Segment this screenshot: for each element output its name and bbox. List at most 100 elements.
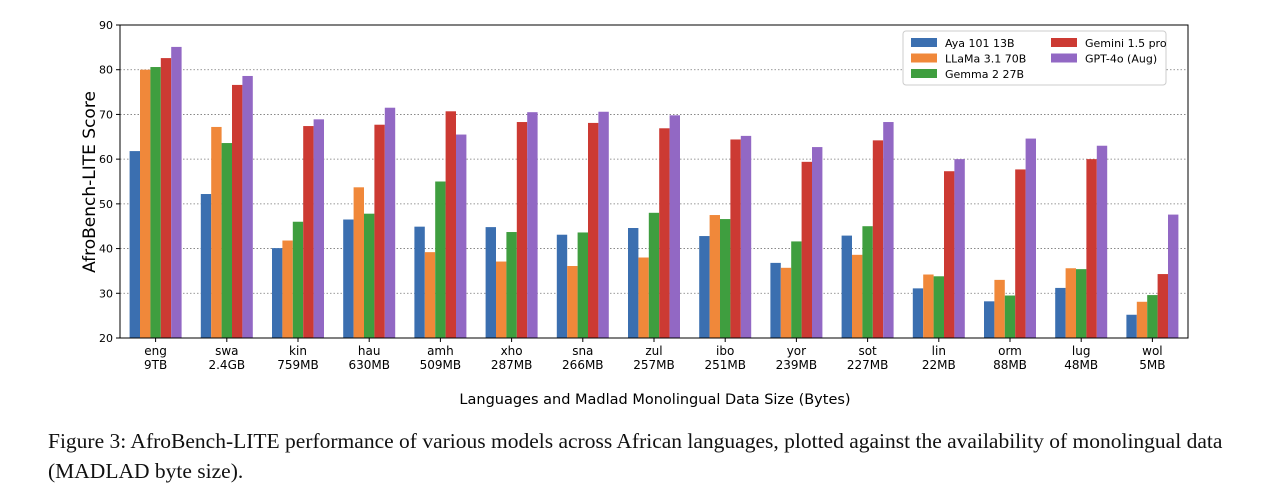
bar-sot-series-4 bbox=[883, 122, 894, 338]
x-tick-label-language: swa bbox=[215, 344, 238, 358]
bar-zul-series-2 bbox=[648, 212, 660, 338]
legend-label-1: LLaMa 3.1 70B bbox=[945, 53, 1026, 66]
bar-swa-series-0 bbox=[200, 194, 212, 338]
bar-xho-series-4 bbox=[527, 112, 538, 338]
bar-xho-series-0 bbox=[485, 227, 496, 338]
x-tick-label-language: orm bbox=[998, 344, 1022, 358]
legend-swatch-1 bbox=[911, 53, 937, 63]
x-tick-label-language: zul bbox=[645, 344, 662, 358]
x-tick-label-language: yor bbox=[787, 344, 806, 358]
x-tick-label-language: hau bbox=[358, 344, 381, 358]
bar-ibo-series-1 bbox=[709, 215, 720, 338]
bar-sot-series-0 bbox=[841, 235, 852, 338]
x-axis-label: Languages and Madlad Monolingual Data Si… bbox=[459, 392, 850, 408]
bar-sna-series-3 bbox=[588, 122, 599, 338]
bar-eng-series-1 bbox=[140, 69, 151, 339]
bar-yor-series-3 bbox=[801, 161, 812, 338]
bar-zul-series-3 bbox=[659, 128, 670, 338]
bars bbox=[129, 46, 1179, 339]
bar-wol-series-0 bbox=[1126, 314, 1137, 338]
bar-xho-series-1 bbox=[496, 261, 507, 338]
bar-lug-series-1 bbox=[1065, 268, 1076, 338]
y-tick-label: 40 bbox=[99, 243, 113, 256]
x-tick-label-language: ibo bbox=[716, 344, 734, 358]
bar-hau-series-1 bbox=[353, 187, 364, 338]
y-tick-label: 80 bbox=[99, 64, 113, 77]
legend-swatch-2 bbox=[911, 69, 937, 78]
x-tick-label-size: 287MB bbox=[491, 358, 533, 372]
y-tick-label: 60 bbox=[99, 153, 113, 166]
bar-lug-series-0 bbox=[1055, 287, 1066, 338]
bar-amh-series-3 bbox=[445, 111, 456, 338]
x-tick-label-size: 48MB bbox=[1064, 358, 1098, 372]
bar-orm-series-4 bbox=[1025, 138, 1036, 338]
y-tick-label: 90 bbox=[99, 19, 113, 32]
legend-label-4: GPT-4o (Aug) bbox=[1085, 53, 1157, 66]
y-tick-label: 50 bbox=[99, 198, 113, 211]
x-tick-label-language: xho bbox=[501, 344, 523, 358]
x-tick-label-size: 759MB bbox=[277, 358, 319, 372]
bar-swa-series-2 bbox=[221, 143, 232, 338]
bar-kin-series-2 bbox=[292, 221, 304, 338]
x-tick-label-language: lin bbox=[932, 344, 946, 358]
x-tick-label-size: 239MB bbox=[776, 358, 818, 372]
bar-eng-series-3 bbox=[160, 58, 172, 339]
x-tick-label-language: eng bbox=[144, 344, 167, 358]
bar-xho-series-3 bbox=[516, 122, 528, 338]
x-tick-label-language: lug bbox=[1072, 344, 1091, 358]
y-tick-label: 20 bbox=[99, 332, 113, 345]
bar-swa-series-4 bbox=[242, 75, 253, 338]
bar-lin-series-1 bbox=[923, 274, 934, 338]
x-tick-label-size: 266MB bbox=[562, 358, 604, 372]
y-axis: 20 30 40 50 60 70 80 90 bbox=[99, 19, 120, 345]
bar-ibo-series-3 bbox=[730, 139, 741, 338]
x-tick-label-size: 5MB bbox=[1139, 358, 1165, 372]
bar-sna-series-4 bbox=[598, 111, 609, 338]
legend-swatch-3 bbox=[1051, 38, 1077, 47]
bar-sna-series-2 bbox=[577, 232, 588, 338]
bar-orm-series-2 bbox=[1004, 295, 1016, 338]
bar-zul-series-1 bbox=[638, 257, 649, 338]
x-tick-label-language: sna bbox=[572, 344, 593, 358]
x-tick-label-size: 251MB bbox=[704, 358, 746, 372]
bar-sot-series-1 bbox=[852, 254, 863, 338]
bar-kin-series-0 bbox=[272, 248, 283, 338]
bar-amh-series-4 bbox=[456, 134, 467, 338]
legend-label-2: Gemma 2 27B bbox=[945, 68, 1024, 81]
bar-eng-series-2 bbox=[150, 67, 161, 338]
bar-swa-series-3 bbox=[232, 84, 243, 338]
bar-lin-series-3 bbox=[944, 171, 955, 338]
bar-yor-series-0 bbox=[770, 262, 781, 338]
bar-zul-series-0 bbox=[628, 228, 639, 338]
y-tick-label: 70 bbox=[99, 108, 113, 121]
x-tick-label-language: kin bbox=[289, 344, 307, 358]
bar-orm-series-1 bbox=[994, 279, 1005, 338]
bar-yor-series-2 bbox=[791, 241, 802, 338]
bar-sot-series-2 bbox=[862, 226, 873, 338]
bar-zul-series-4 bbox=[669, 115, 680, 338]
bar-ibo-series-0 bbox=[699, 236, 710, 338]
legend-label-0: Aya 101 13B bbox=[945, 37, 1015, 50]
legend-box bbox=[902, 30, 1167, 86]
x-tick-label-size: 88MB bbox=[993, 358, 1027, 372]
bar-ibo-series-2 bbox=[720, 219, 731, 338]
bar-wol-series-4 bbox=[1168, 214, 1179, 338]
x-tick-label-size: 22MB bbox=[922, 358, 956, 372]
bar-lin-series-0 bbox=[912, 288, 924, 338]
bar-amh-series-1 bbox=[424, 252, 436, 338]
bar-amh-series-2 bbox=[435, 181, 446, 338]
bar-wol-series-2 bbox=[1147, 295, 1158, 338]
bar-hau-series-3 bbox=[374, 124, 385, 339]
bar-sot-series-3 bbox=[872, 140, 884, 338]
bar-wol-series-1 bbox=[1136, 301, 1148, 338]
y-axis-label: AfroBench-LITE Score bbox=[80, 91, 100, 273]
x-tick-label-language: sot bbox=[858, 344, 877, 358]
bar-eng-series-0 bbox=[129, 151, 140, 338]
bar-lug-series-2 bbox=[1076, 269, 1087, 338]
x-tick-label-language: amh bbox=[427, 344, 454, 358]
bar-kin-series-4 bbox=[313, 119, 324, 338]
y-tick-label: 30 bbox=[99, 287, 113, 300]
bar-amh-series-0 bbox=[414, 226, 425, 338]
bar-hau-series-0 bbox=[343, 219, 354, 338]
bar-sna-series-0 bbox=[556, 234, 568, 338]
